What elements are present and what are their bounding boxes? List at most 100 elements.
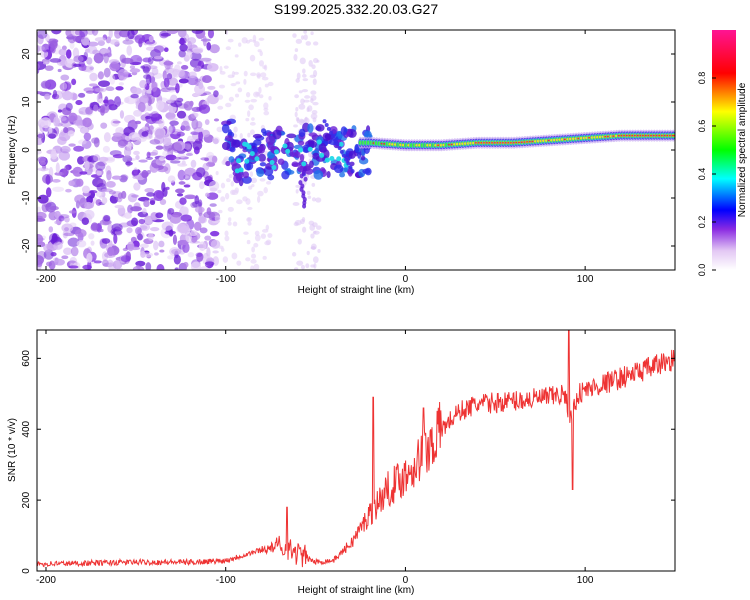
spectrogram-blob (297, 238, 302, 245)
spectrogram-blob (111, 175, 122, 180)
spectrogram-blob (68, 143, 76, 147)
spectrogram-blob (151, 67, 159, 76)
spectrogram-blob (112, 132, 123, 137)
spectrogram-blob (162, 143, 173, 152)
spectrogram-blob (117, 139, 129, 147)
spectrogram-blob (277, 158, 285, 165)
spectrogram-blob (51, 30, 62, 35)
spectrogram-blob (99, 228, 104, 233)
spectrogram-blob (158, 240, 165, 248)
spectrogram-blob (156, 263, 165, 270)
spectrogram-blob (62, 90, 73, 101)
spectrogram-blob (295, 107, 299, 112)
spectrogram-blob (335, 142, 340, 147)
spectrogram-blob (98, 156, 109, 162)
spectrogram-blob (322, 132, 331, 142)
spectrogram-blob (262, 255, 267, 260)
spectrogram-blob (108, 30, 113, 39)
spectrogram-blob (253, 41, 260, 48)
spectrogram-blob (100, 122, 108, 129)
spectrogram-blob (145, 115, 152, 120)
spectrogram-blob (249, 54, 256, 62)
spectrogram-blob (336, 156, 342, 162)
spectrogram-blob (112, 259, 123, 270)
spectrogram-blob (194, 112, 199, 117)
spectrogram-blob (171, 142, 183, 153)
spectrogram-blob (177, 239, 189, 246)
spectrogram-blob (61, 223, 74, 233)
spectrogram-blob (55, 162, 60, 174)
spectrogram-blob (57, 136, 67, 146)
spectrogram-blob (222, 256, 229, 263)
spectrogram-blob (37, 91, 44, 95)
spectrogram-blob (84, 160, 90, 171)
spectrogram-blob (154, 128, 165, 140)
spectrogram-blob (60, 120, 72, 128)
spectrogram-blob (137, 102, 146, 113)
spectrogram-blob (202, 162, 210, 171)
spectrogram-blob (263, 187, 268, 194)
spectrogram-blob (315, 197, 322, 203)
spectrogram-blob (301, 88, 309, 93)
spectrogram-blob (216, 126, 223, 133)
spectrogram-blob (312, 69, 318, 77)
spectrogram-blob (134, 120, 142, 125)
spectrogram-blob (224, 135, 233, 142)
spectrogram-blob (236, 199, 243, 205)
spectrogram-blob (206, 41, 212, 51)
spectrogram-blob (204, 157, 209, 162)
spectrogram-blob (243, 231, 249, 235)
spectrogram-blob (117, 192, 123, 199)
spectrogram-blob (243, 78, 247, 85)
spectrogram-blob (233, 71, 239, 75)
spectrogram-blob (59, 116, 67, 122)
spectrogram-blob (213, 90, 219, 98)
spectrogram-blob (260, 128, 267, 134)
spectrogram-blob (65, 102, 73, 111)
colorbar-label: Normalized spectral amplitude (737, 82, 748, 217)
snr-panel: -200 -100 0 100 0 200 400 600 Height of straigh… (7, 329, 676, 596)
spectrogram-blob (293, 221, 299, 227)
spectrogram-blob (250, 259, 257, 264)
spectrogram-blob (294, 94, 299, 99)
spectrogram-blob (316, 59, 320, 63)
spectrogram-blob (213, 118, 220, 122)
spectrogram-blob (83, 132, 92, 141)
spectrogram-blob (204, 119, 210, 125)
colorbar: 0.0 0.2 0.4 0.6 0.8 Normalized spectral ampl… (697, 30, 748, 276)
spectrogram-ytick-label: 20 (21, 48, 32, 60)
spectrogram-blob (178, 49, 186, 58)
spectrogram-blob (150, 111, 159, 118)
spectrogram-blob (51, 148, 57, 158)
spectrogram-blob (234, 93, 240, 98)
spectrogram-blob (312, 152, 320, 160)
spectrogram-blob (88, 189, 98, 194)
spectrogram-blob (243, 70, 248, 77)
spectrogram-blob (281, 170, 290, 180)
spectrogram-blob (224, 235, 230, 242)
spectrogram-blob (249, 171, 254, 178)
spectrogram-blob (231, 70, 235, 78)
spectrogram-blob (108, 190, 117, 195)
spectrogram-blob (58, 48, 68, 56)
spectrogram-blob (225, 46, 232, 51)
spectrogram-blob (86, 196, 93, 204)
spectrogram-blob (139, 243, 149, 249)
spectrogram-blob (42, 61, 50, 65)
spectrogram-blob (305, 41, 312, 46)
spectrogram-blob (313, 263, 317, 269)
spectrogram-blob (61, 255, 69, 260)
spectrogram-blob (139, 95, 149, 104)
spectrogram-blob (97, 71, 104, 80)
colorbar-tick-label: 0.4 (697, 168, 707, 181)
spectrogram-blob (311, 109, 318, 115)
spectrogram-blob (91, 137, 100, 144)
spectrogram-blob (300, 264, 305, 270)
snr-ticks: -200 -100 0 100 0 200 400 600 (21, 330, 675, 586)
spectrogram-blob (87, 122, 94, 130)
spectrogram-blob (231, 252, 238, 260)
spectrogram-blob (227, 221, 232, 226)
spectrogram-blob (165, 186, 170, 191)
spectrogram-blob (92, 87, 104, 92)
